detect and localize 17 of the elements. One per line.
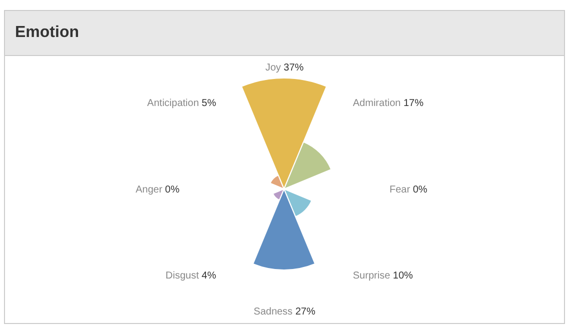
data-label: 17%	[403, 98, 424, 109]
category-label: Fear	[390, 184, 413, 196]
text: Emotion	[15, 24, 79, 42]
category-label: Anger	[136, 184, 166, 196]
category-label: Admiration	[352, 98, 404, 109]
data-label: 27%	[295, 306, 316, 318]
data-label: 0%	[412, 184, 428, 196]
category-label: Sadness	[254, 306, 296, 318]
category-label: Disgust	[166, 270, 202, 282]
category-label: Anticipation	[147, 98, 202, 109]
category-label: Surprise	[352, 270, 393, 282]
data-label: 4%	[202, 270, 216, 282]
data-label: 10%	[392, 270, 414, 282]
category-label: Joy	[265, 62, 284, 74]
data-label: 37%	[284, 62, 304, 74]
data-label: 5%	[202, 98, 216, 109]
data-label: 0%	[165, 184, 180, 196]
